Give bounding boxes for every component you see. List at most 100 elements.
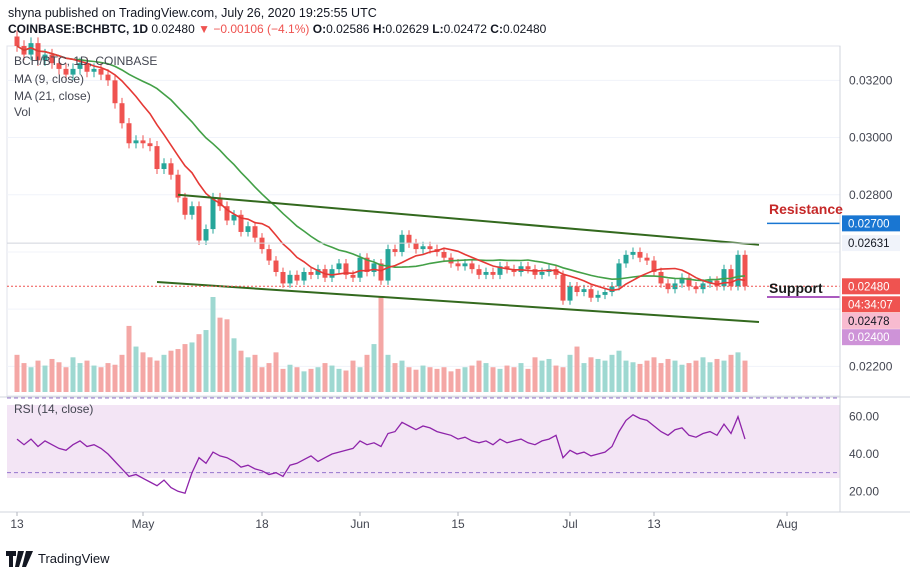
price-tick-label: 0.02200	[849, 359, 893, 373]
candlesticks[interactable]	[14, 30, 748, 305]
candle-body	[301, 271, 307, 281]
volume-bar	[378, 297, 384, 392]
candle-body	[581, 289, 587, 293]
volume-bar	[161, 354, 167, 392]
ma9-line	[16, 45, 746, 292]
volume-bar	[742, 360, 748, 392]
volume-bar	[147, 357, 153, 392]
ohlc-bar: COINBASE:BCHBTC, 1D 0.02480 ▼ −0.00106 (…	[8, 22, 546, 36]
candle-body	[679, 277, 685, 284]
volume-bar	[259, 367, 265, 392]
volume-bar	[140, 352, 146, 392]
volume-bar	[644, 360, 650, 392]
down-arrow-icon: ▼	[198, 22, 210, 36]
volume-bar	[392, 363, 398, 392]
candle-body	[231, 214, 237, 221]
volume-bar	[581, 363, 587, 392]
candle-body	[168, 163, 174, 175]
volume-bar	[42, 365, 48, 392]
volume-bar	[175, 349, 181, 392]
candle-body	[595, 294, 601, 298]
candle-body	[462, 263, 468, 267]
volume-bar	[413, 369, 419, 392]
time-label: Jun	[350, 517, 369, 531]
volume-bar	[602, 360, 608, 392]
legend-ma21[interactable]: MA (21, close)	[14, 89, 91, 103]
price-tag-400-bg	[842, 329, 900, 346]
volume-bar	[623, 360, 629, 392]
time-label: 13	[647, 517, 661, 531]
time-axis[interactable]: 13 May 18 Jun 15 Jul 13 Aug	[10, 512, 798, 531]
volume-bar	[14, 354, 20, 392]
volume-bar	[560, 367, 566, 392]
trend-channel[interactable]	[156, 193, 760, 324]
candle-body	[112, 80, 118, 104]
high-value: 0.02629	[385, 22, 429, 36]
candle-body	[637, 251, 643, 258]
volume-bar	[700, 357, 706, 392]
tradingview-logo[interactable]: TradingView	[6, 549, 110, 567]
volume-bar	[56, 362, 62, 392]
volume-bar	[224, 319, 230, 392]
volume-bar	[483, 363, 489, 392]
candle-body	[392, 249, 398, 252]
candle-body	[266, 249, 272, 261]
candle-body	[588, 289, 594, 298]
candle-body	[210, 197, 216, 230]
rsi-tick-label: 60.00	[849, 410, 879, 424]
candle-body	[105, 74, 111, 81]
candle-body	[175, 174, 181, 198]
publish-info: shyna published on TradingView.com, July…	[8, 6, 377, 20]
candle-body	[280, 271, 286, 284]
tradingview-logo-icon	[6, 551, 33, 567]
candle-body	[616, 263, 622, 287]
volume-bar	[637, 363, 643, 392]
time-label: 13	[10, 517, 24, 531]
volume-bar	[28, 367, 34, 392]
candle-body	[483, 271, 489, 275]
candle-body	[532, 269, 538, 275]
volume-bar	[343, 370, 349, 392]
price-tag-last-bg	[842, 278, 900, 295]
price-axis[interactable]: 0.03200 0.03000 0.02800 0.02200 60.00 40.00 20…	[842, 73, 900, 498]
candle-body	[343, 263, 349, 275]
volume-bar	[133, 346, 139, 392]
rsi-tick-label: 40.00	[849, 447, 879, 461]
volume-bar	[658, 363, 664, 392]
candle-body	[574, 286, 580, 293]
last-price: 0.02480	[151, 22, 195, 36]
candle-body	[609, 286, 615, 293]
volume-bar	[476, 360, 482, 392]
candle-body	[77, 63, 83, 69]
candle-body	[630, 251, 636, 255]
legend-title: BCH/BTC, 1D, COINBASE	[14, 54, 158, 68]
volume-bar	[497, 368, 503, 392]
volume-bar	[735, 352, 741, 392]
candle-body	[497, 266, 503, 275]
low-label: L:	[432, 22, 444, 36]
volume-bar	[490, 367, 496, 392]
price-change: −0.00106 (−4.1%)	[213, 22, 310, 36]
candle-body	[273, 260, 279, 272]
candle-body	[287, 274, 293, 284]
candle-body	[357, 257, 363, 278]
candle-body	[56, 63, 62, 69]
volume-bar	[329, 365, 335, 392]
candle-body	[91, 68, 97, 72]
candle-body	[238, 214, 244, 232]
candle-body	[714, 280, 720, 287]
legend-vol[interactable]: Vol	[14, 105, 31, 119]
volume-bar	[609, 354, 615, 392]
trendline-upper	[177, 193, 760, 246]
candle-body	[560, 274, 566, 301]
candle-body	[602, 292, 608, 295]
volume-bar	[462, 367, 468, 392]
price-tick-label: 0.03200	[849, 73, 893, 87]
legend-ma9[interactable]: MA (9, close)	[14, 72, 85, 86]
tradingview-logo-text: TradingView	[38, 550, 110, 566]
candle-body	[98, 68, 104, 75]
volume-bar	[203, 330, 209, 392]
candle-body	[735, 254, 741, 287]
rsi-label[interactable]: RSI (14, close)	[14, 402, 94, 416]
